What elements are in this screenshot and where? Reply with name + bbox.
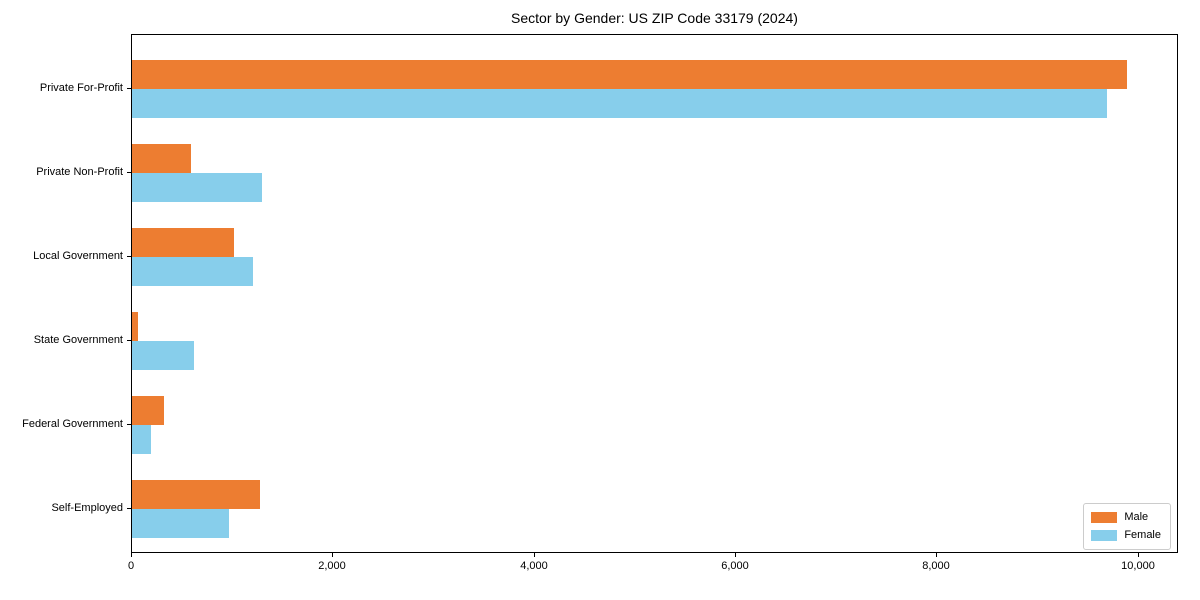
y-label-federal-government: Federal Government bbox=[22, 418, 123, 430]
y-tick-mark bbox=[127, 424, 131, 425]
bars-layer bbox=[132, 35, 1177, 552]
bar-male-state-government bbox=[132, 312, 138, 341]
x-tick-label-10-000: 10,000 bbox=[1121, 560, 1155, 572]
bar-male-private-non-profit bbox=[132, 144, 191, 173]
bar-female-federal-government bbox=[132, 425, 151, 454]
x-tick-mark bbox=[534, 553, 535, 557]
male-series-swatch bbox=[1091, 512, 1118, 523]
x-tick-mark bbox=[332, 553, 333, 557]
y-label-private-non-profit: Private Non-Profit bbox=[36, 166, 123, 178]
bar-female-private-for-profit bbox=[132, 89, 1107, 118]
legend-item-male: Male bbox=[1091, 510, 1161, 525]
x-tick-mark bbox=[735, 553, 736, 557]
legend-item-female: Female bbox=[1091, 528, 1161, 543]
x-tick-label-0: 0 bbox=[127, 560, 135, 572]
bar-female-state-government bbox=[132, 341, 194, 370]
chart-title: Sector by Gender: US ZIP Code 33179 (202… bbox=[511, 10, 798, 26]
y-label-state-government: State Government bbox=[33, 334, 123, 346]
y-tick-mark bbox=[127, 340, 131, 341]
legend-label-female: Female bbox=[1124, 529, 1161, 541]
x-tick-mark bbox=[936, 553, 937, 557]
legend: Male Female bbox=[1083, 503, 1171, 550]
x-tick-label-4-000: 4,000 bbox=[520, 560, 548, 572]
x-tick-label-6-000: 6,000 bbox=[721, 560, 749, 572]
y-tick-mark bbox=[127, 88, 131, 89]
plot-area: Male Female bbox=[131, 34, 1178, 553]
y-tick-mark bbox=[127, 256, 131, 257]
y-label-self-employed: Self-Employed bbox=[51, 502, 123, 514]
bar-male-local-government bbox=[132, 228, 234, 257]
y-tick-mark bbox=[127, 172, 131, 173]
legend-label-male: Male bbox=[1124, 511, 1149, 523]
bar-female-self-employed bbox=[132, 509, 229, 538]
x-tick-mark bbox=[1138, 553, 1139, 557]
female-series-swatch bbox=[1091, 530, 1118, 541]
y-tick-mark bbox=[127, 508, 131, 509]
y-label-local-government: Local Government bbox=[33, 250, 123, 262]
y-label-private-for-profit: Private For-Profit bbox=[39, 82, 123, 94]
bar-male-federal-government bbox=[132, 396, 164, 425]
bar-female-private-non-profit bbox=[132, 173, 262, 202]
bar-male-private-for-profit bbox=[132, 60, 1127, 89]
x-tick-mark bbox=[131, 553, 132, 557]
x-tick-label-2-000: 2,000 bbox=[318, 560, 346, 572]
bar-male-self-employed bbox=[132, 480, 260, 509]
bar-female-local-government bbox=[132, 257, 253, 286]
x-tick-label-8-000: 8,000 bbox=[922, 560, 950, 572]
